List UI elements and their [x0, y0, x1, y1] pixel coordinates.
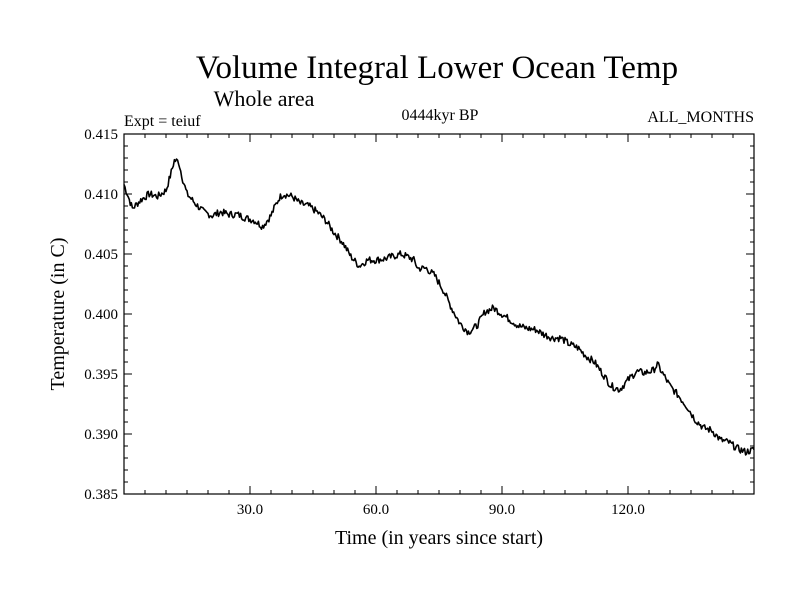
y-tick-label: 0.395: [84, 367, 118, 383]
chart-subtitle: Whole area: [214, 86, 315, 111]
y-tick-label: 0.410: [84, 187, 118, 203]
months-label: ALL_MONTHS: [647, 109, 754, 126]
series-line-teiuf: [123, 158, 755, 456]
y-tick-label: 0.415: [84, 127, 118, 143]
x-axis: 30.0 60.0 90.0 120.0: [144, 134, 734, 518]
experiment-label: Expt = teiuf: [124, 113, 201, 130]
x-tick-label: 90.0: [489, 502, 515, 518]
y-tick-label: 0.385: [84, 487, 118, 503]
plot-frame: [123, 133, 755, 495]
x-axis-label: Time (in years since start): [335, 527, 543, 549]
y-axis-label: Temperature (in C): [47, 238, 69, 391]
y-tick-label: 0.400: [84, 307, 118, 323]
y-tick-label: 0.405: [84, 247, 118, 263]
y-tick-label: 0.390: [84, 427, 118, 443]
x-tick-label: 60.0: [363, 502, 389, 518]
x-tick-label: 30.0: [237, 502, 263, 518]
y-axis: 0.385 0.390 0.395 0.400 0.405 0.410 0.415: [84, 127, 754, 503]
period-label: 0444kyr BP: [402, 107, 479, 124]
x-tick-label: 120.0: [611, 502, 645, 518]
chart-title: Volume Integral Lower Ocean Temp: [196, 50, 678, 86]
